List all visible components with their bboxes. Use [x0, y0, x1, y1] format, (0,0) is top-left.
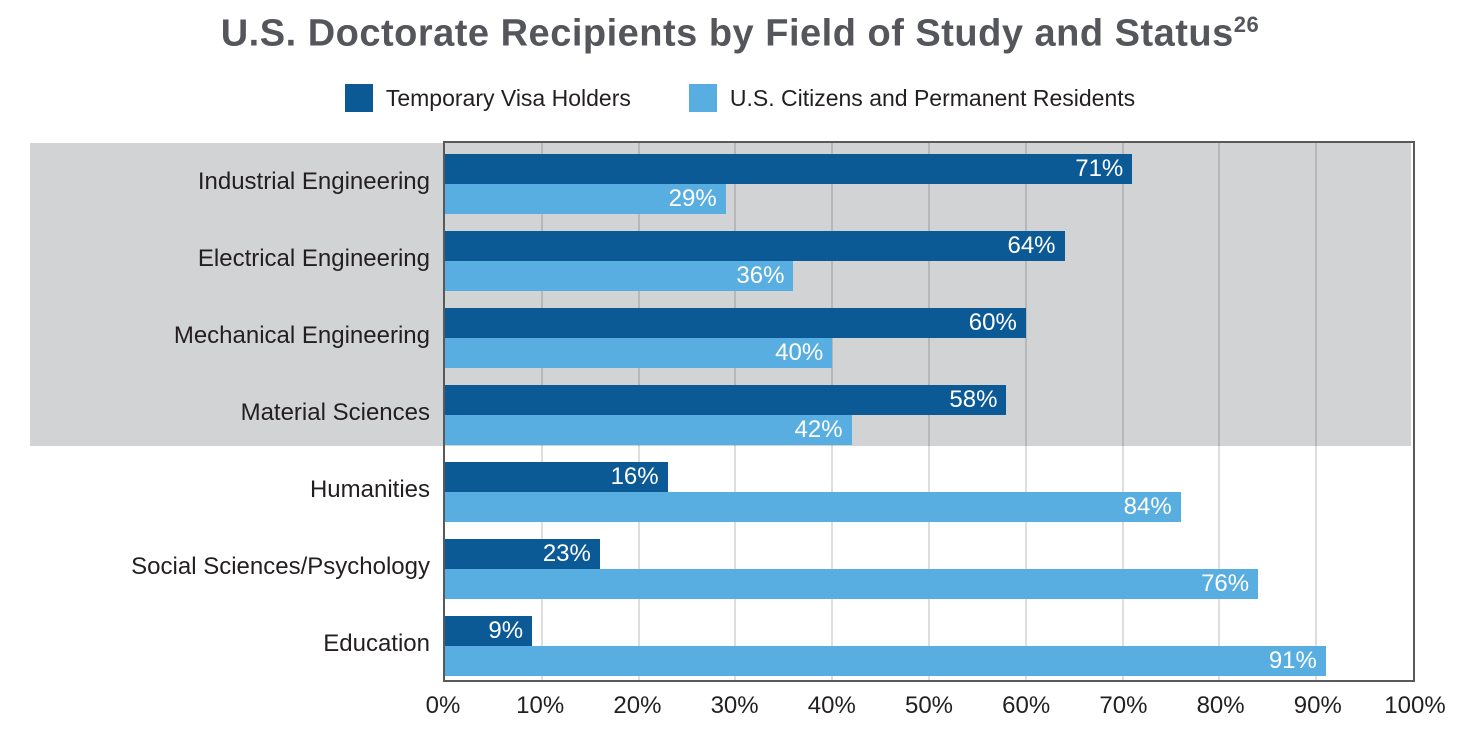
plot-area: 71% 29% 64% 36% 60% 40% 58% 42% 16% 84% 23% 76% 9% 91…: [443, 141, 1415, 682]
bar-temporary-visa: 58%: [445, 385, 1007, 415]
bar-value-label: 76%: [1201, 570, 1250, 597]
x-axis-tick-label: 20%: [613, 692, 662, 719]
gridline-80pct: [1218, 143, 1221, 680]
gridline-90pct: [1315, 143, 1318, 680]
bar-temporary-visa: 23%: [445, 539, 600, 569]
bar-value-label: 16%: [610, 463, 659, 490]
chart-title-footnote-marker: 26: [1233, 12, 1260, 37]
x-axis-tick-label: 10%: [516, 692, 565, 719]
bar-value-label: 29%: [668, 185, 717, 212]
bar-value-label: 23%: [542, 540, 591, 567]
legend-item-temporary-visa: Temporary Visa Holders: [344, 84, 631, 112]
x-axis-tick-label: 70%: [1099, 692, 1148, 719]
bar-temporary-visa: 71%: [445, 154, 1133, 184]
category-label: Humanities: [309, 476, 430, 503]
bar-value-label: 40%: [775, 339, 824, 366]
x-axis-tick-label: 100%: [1384, 692, 1446, 719]
bar-citizens-residents: 42%: [445, 415, 852, 445]
bar-citizens-residents: 84%: [445, 492, 1181, 522]
bar-value-label: 9%: [488, 617, 524, 644]
chart-title-text: U.S. Doctorate Recipients by Field of St…: [220, 12, 1234, 55]
x-axis-tick-label: 40%: [807, 692, 856, 719]
category-label: Mechanical Engineering: [173, 322, 430, 349]
bar-value-label: 58%: [949, 386, 998, 413]
x-axis-tick-label: 30%: [710, 692, 759, 719]
bar-value-label: 60%: [968, 309, 1017, 336]
bar-temporary-visa: 16%: [445, 462, 668, 492]
legend-item-citizens-residents: U.S. Citizens and Permanent Residents: [688, 84, 1136, 112]
x-axis-tick-label: 0%: [425, 692, 461, 719]
bar-value-label: 91%: [1268, 647, 1317, 674]
legend-label: U.S. Citizens and Permanent Residents: [729, 84, 1136, 111]
bar-value-label: 71%: [1075, 155, 1124, 182]
bar-citizens-residents: 91%: [445, 646, 1326, 676]
legend-label: Temporary Visa Holders: [385, 84, 631, 111]
bar-citizens-residents: 36%: [445, 261, 794, 291]
x-axis-tick-label: 50%: [904, 692, 954, 719]
bar-citizens-residents: 76%: [445, 569, 1259, 599]
category-label: Social Sciences/Psychology: [131, 553, 430, 580]
gridline-60pct: [1024, 143, 1027, 680]
x-axis-tick-label: 80%: [1196, 692, 1245, 719]
chart-title: U.S. Doctorate Recipients by Field of St…: [0, 12, 1480, 56]
category-labels: Industrial Engineering Electrical Enginee…: [0, 141, 443, 678]
x-axis-tick-labels: 0% 10% 20% 30% 40% 50% 60% 70% 80% 90% 100%: [426, 692, 1446, 726]
category-label: Material Sciences: [240, 399, 430, 426]
bar-temporary-visa: 9%: [445, 616, 533, 646]
gridline-70pct: [1121, 143, 1124, 680]
bar-citizens-residents: 29%: [445, 184, 726, 214]
bar-temporary-visa: 60%: [445, 308, 1026, 338]
x-axis-tick-label: 90%: [1293, 692, 1342, 719]
bar-value-label: 36%: [736, 262, 785, 289]
legend-swatch-dark-blue: [344, 84, 373, 112]
x-axis-tick-label: 60%: [1002, 692, 1051, 719]
bar-value-label: 84%: [1123, 493, 1172, 520]
category-label: Electrical Engineering: [197, 245, 430, 272]
bar-value-label: 42%: [794, 416, 843, 443]
category-label: Industrial Engineering: [197, 168, 430, 195]
chart-legend: Temporary Visa Holders U.S. Citizens and…: [0, 84, 1480, 112]
legend-swatch-light-blue: [688, 84, 717, 112]
bar-value-label: 64%: [1007, 232, 1056, 259]
bar-citizens-residents: 40%: [445, 338, 833, 368]
bar-temporary-visa: 64%: [445, 231, 1065, 261]
category-label: Education: [323, 630, 430, 657]
